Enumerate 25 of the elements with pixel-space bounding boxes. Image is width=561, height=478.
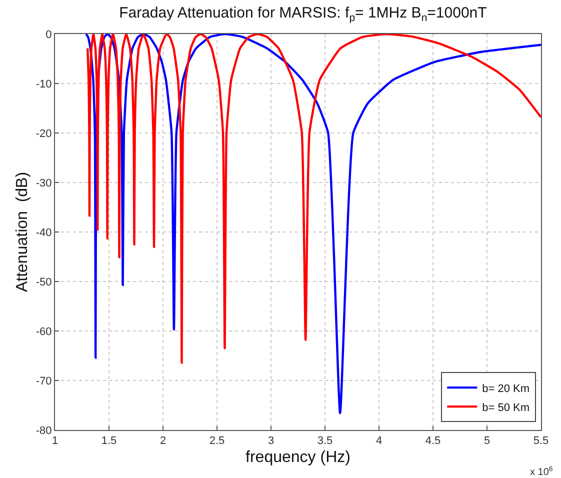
x-tick-label: 4.5 (425, 435, 441, 448)
y-tick-label: -80 (36, 424, 52, 437)
y-axis-title: Attenuation (dB) (14, 172, 31, 292)
x-tick-label: 5 (484, 435, 490, 448)
y-tick-label: -70 (36, 375, 52, 388)
y-tick-label: -50 (36, 276, 52, 288)
x-tick-label: 5.5 (533, 435, 549, 448)
x-tick-label: 1 (52, 435, 58, 448)
legend-label: b= 20 Km (482, 382, 530, 395)
y-tick-label: 0 (46, 28, 52, 41)
x-tick-label: 3.5 (317, 435, 333, 448)
y-tick-label: -30 (36, 177, 52, 190)
text: x 10$^{6}$ (530, 466, 553, 478)
x-axis-title: frequency (Hz) (246, 448, 350, 466)
y-tick-label: -40 (36, 226, 52, 239)
y-tick-label: -10 (36, 78, 52, 90)
y-tick-label: -60 (36, 326, 52, 338)
x-tick-label: 2 (160, 435, 166, 448)
legend-label: b= 50 Km (482, 402, 530, 414)
x-tick-label: 1.5 (101, 435, 117, 448)
x-tick-label: 3 (268, 435, 274, 448)
x-tick-label: 4 (376, 435, 382, 448)
y-tick-label: -20 (36, 128, 52, 140)
chart-title: Faraday Attenuation for MARSIS: f$_{p}$= 1MHz B$_{n}$=1000nT (119, 4, 487, 24)
x-tick-label: 2.5 (209, 435, 225, 448)
